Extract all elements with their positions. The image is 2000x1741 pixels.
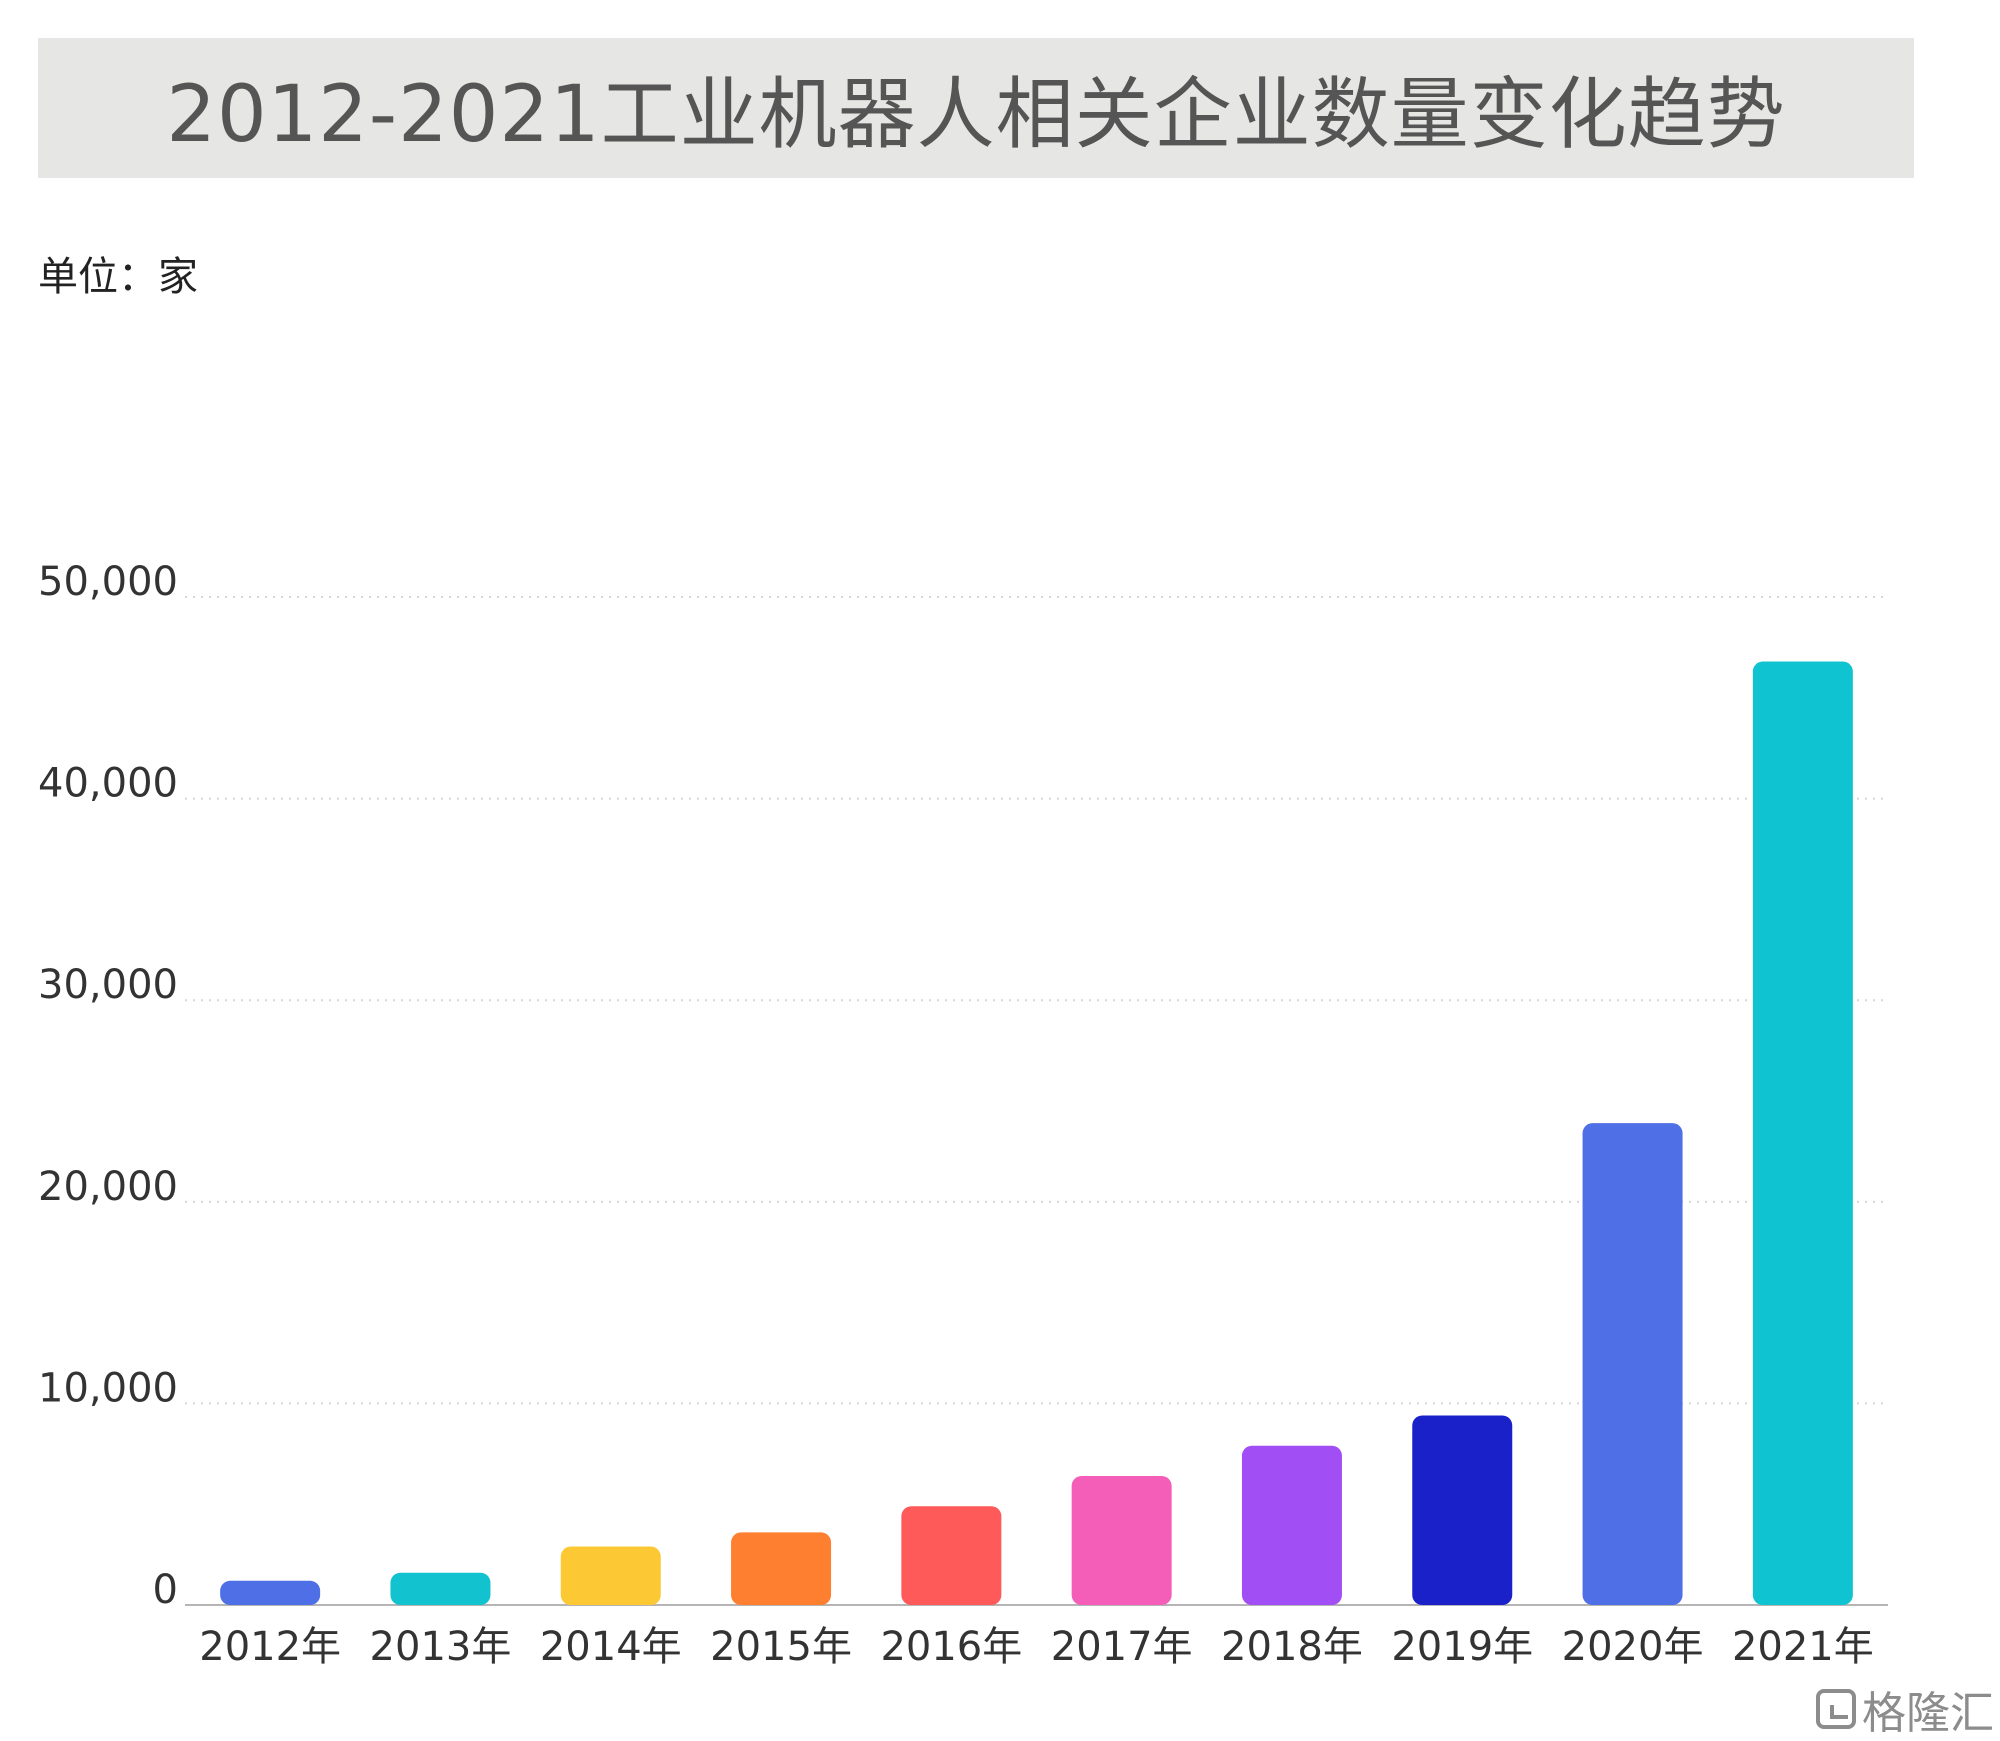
title-band: 2012-2021工业机器人相关企业数量变化趋势 bbox=[38, 38, 1914, 178]
brand-logo-icon bbox=[1816, 1689, 1856, 1729]
y-tick-label: 50,000 bbox=[38, 559, 178, 605]
x-tick-label: 2013年 bbox=[370, 1624, 512, 1670]
bar bbox=[390, 1572, 491, 1605]
x-tick-label: 2021年 bbox=[1732, 1624, 1874, 1670]
bar bbox=[1071, 1475, 1172, 1605]
x-tick-label: 2012年 bbox=[199, 1624, 341, 1670]
x-tick-label: 2016年 bbox=[880, 1624, 1022, 1670]
y-tick-label: 40,000 bbox=[38, 761, 178, 807]
x-tick-label: 2019年 bbox=[1391, 1624, 1533, 1670]
unit-label: 单位：家 bbox=[38, 254, 198, 300]
x-tick-label: 2017年 bbox=[1051, 1624, 1193, 1670]
x-tick-label: 2015年 bbox=[710, 1624, 852, 1670]
watermark: 格隆汇 bbox=[1816, 1677, 1994, 1741]
bar bbox=[1752, 661, 1853, 1605]
y-tick-label: 30,000 bbox=[38, 962, 178, 1008]
watermark-text: 格隆汇 bbox=[1862, 1688, 1994, 1739]
bar bbox=[1582, 1123, 1683, 1605]
bar bbox=[731, 1532, 832, 1605]
bar bbox=[1241, 1445, 1342, 1605]
chart-title: 2012-2021工业机器人相关企业数量变化趋势 bbox=[166, 70, 1786, 160]
x-tick-label: 2018年 bbox=[1221, 1624, 1363, 1670]
bar bbox=[1412, 1415, 1513, 1605]
x-tick-label: 2014年 bbox=[540, 1624, 682, 1670]
y-tick-label: 20,000 bbox=[38, 1164, 178, 1210]
x-tick-label: 2020年 bbox=[1562, 1624, 1704, 1670]
bar bbox=[220, 1580, 321, 1605]
y-tick-label: 0 bbox=[153, 1567, 178, 1613]
bar bbox=[560, 1546, 661, 1605]
bar bbox=[901, 1506, 1002, 1605]
y-tick-label: 10,000 bbox=[38, 1365, 178, 1411]
